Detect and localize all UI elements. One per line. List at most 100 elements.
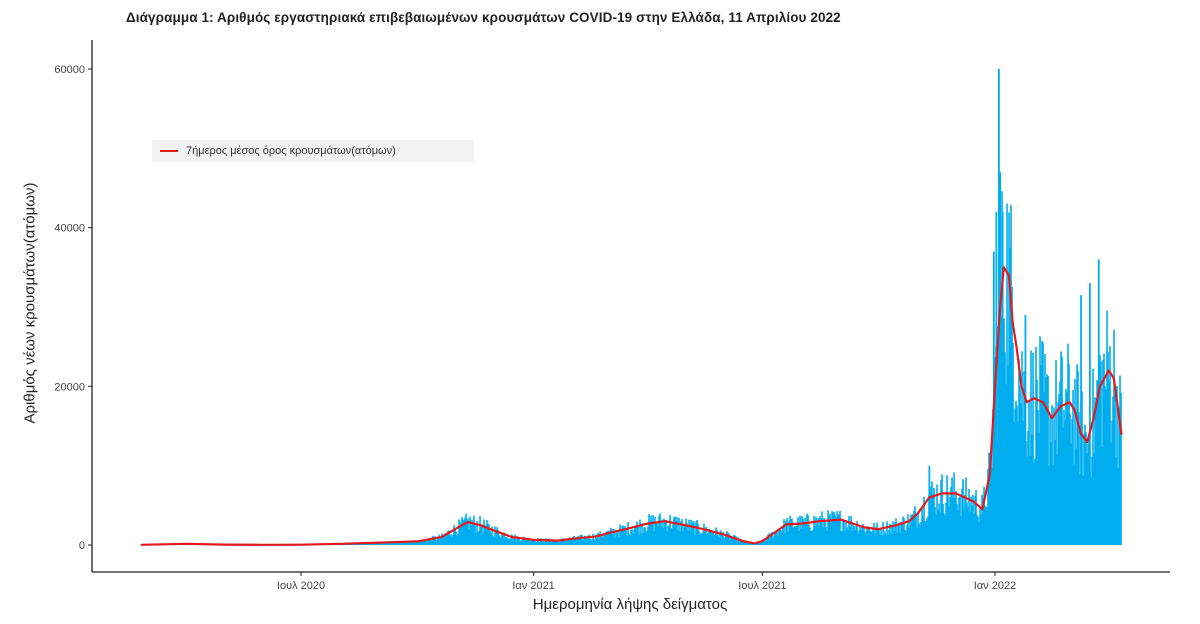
daily-case-bar [415,542,417,545]
daily-case-bar [672,521,674,545]
daily-case-bar [401,541,403,545]
daily-case-bar [1108,380,1110,545]
daily-case-bar [594,540,596,545]
daily-case-bar [1012,343,1014,545]
daily-case-bar [1013,422,1015,545]
daily-case-bar [1065,388,1067,545]
daily-case-bar [561,538,563,545]
daily-case-bar [1061,356,1063,545]
daily-case-bar [894,522,896,545]
daily-case-bar [422,540,424,545]
daily-case-bar [824,521,826,545]
daily-case-bar [784,533,786,545]
daily-case-bar [848,516,850,545]
daily-case-bar [670,527,672,545]
daily-case-bar [1018,359,1020,545]
daily-case-bar [475,532,477,545]
daily-case-bar [816,524,818,545]
daily-case-bar [667,525,669,545]
daily-case-bar [409,542,411,545]
daily-case-bar [862,523,864,545]
daily-case-bar [491,526,493,545]
daily-case-bar [880,528,882,545]
daily-case-bar [538,541,540,545]
daily-case-bar [858,530,860,545]
daily-case-bar [644,527,646,545]
daily-case-bar [1017,421,1019,545]
daily-case-bar [945,502,947,545]
daily-case-bar [765,540,767,545]
daily-case-bar [1083,433,1085,545]
daily-case-bar [661,519,663,545]
daily-case-bar [580,534,582,545]
daily-case-bar [481,526,483,545]
daily-case-bar [530,540,532,545]
legend-line-swatch [160,150,178,152]
daily-case-bar [908,528,910,545]
daily-case-bar [493,536,495,545]
daily-case-bar [689,529,691,545]
daily-case-bar [872,527,874,545]
daily-case-bar [466,519,468,545]
daily-case-bar [1053,407,1055,545]
daily-case-bar [564,539,566,545]
daily-case-bar [455,531,457,545]
daily-case-bar [715,527,717,545]
daily-case-bar [660,525,662,545]
daily-case-bar [1044,354,1046,545]
daily-case-bar [543,542,545,545]
daily-case-bar [533,540,535,545]
daily-case-bar [703,523,705,545]
daily-case-bar [662,528,664,545]
daily-case-bar [893,531,895,545]
daily-case-bar [1033,462,1035,545]
daily-case-bar [953,472,955,545]
daily-case-bar [608,531,610,545]
daily-case-bar [504,538,506,545]
daily-case-bar [553,540,555,545]
daily-case-bar [728,533,730,545]
daily-case-bar [651,524,653,545]
daily-case-bar [1109,346,1111,545]
daily-case-bar [856,521,858,545]
daily-case-bar [985,507,987,545]
x-tick-label: Ιαν 2022 [974,580,1016,592]
daily-case-bar [968,489,970,545]
daily-case-bar [901,523,903,545]
daily-case-bar [1107,351,1109,545]
daily-case-bar [1051,405,1053,545]
daily-case-bar [967,507,969,545]
daily-case-bar [1028,399,1030,545]
daily-case-bar [639,519,641,545]
daily-case-bar [619,524,621,545]
daily-case-bar [807,515,809,545]
daily-case-bar [666,531,668,545]
daily-case-bar [791,518,793,545]
daily-case-bar [924,522,926,545]
daily-case-bar [1049,413,1051,545]
daily-case-bar [1030,350,1032,545]
daily-case-bar-peak [928,465,931,545]
daily-case-bar [787,531,789,545]
daily-case-bar [459,521,461,545]
daily-case-bar [1105,389,1107,545]
daily-case-bar [507,538,509,545]
daily-case-bar [541,538,543,545]
daily-case-bar [1093,452,1095,545]
daily-case-bar [578,537,580,545]
daily-case-bar [984,505,986,545]
daily-case-bar [888,529,890,545]
daily-case-bar-peak [1080,295,1082,545]
daily-case-bar [1073,464,1075,545]
daily-case-bar [766,536,768,545]
daily-case-bar [450,534,452,545]
daily-case-bar [1094,397,1096,545]
daily-case-bar [508,538,510,545]
daily-case-bar [616,534,618,545]
daily-case-bar [897,525,899,545]
daily-case-bar [470,525,472,545]
daily-case-bar [579,535,581,545]
daily-case-bar [438,534,440,545]
daily-case-bar [808,525,810,545]
